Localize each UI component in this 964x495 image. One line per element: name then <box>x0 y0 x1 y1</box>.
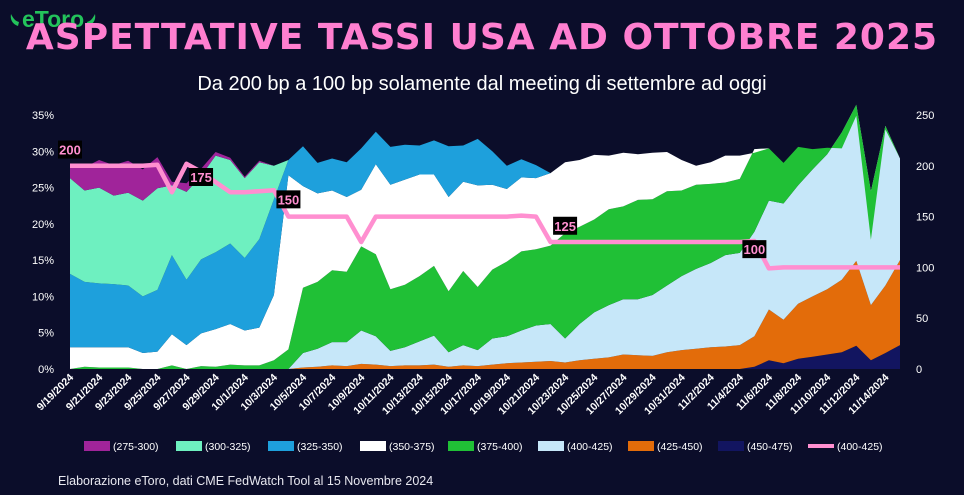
annotation-150: 150 <box>276 190 301 209</box>
annotation-125: 125 <box>553 216 578 235</box>
annotation-box <box>189 167 214 186</box>
legend-label: (300-325) <box>205 441 251 453</box>
legend-item-375-400: (375-400) <box>448 441 523 453</box>
area-series-400-425 <box>70 104 900 370</box>
stacked-areas <box>70 104 900 370</box>
annotation-label: 175 <box>190 170 212 185</box>
y-left-tick-label: 15% <box>32 255 54 267</box>
legend-label: (425-450) <box>657 441 703 453</box>
annotation-label: 150 <box>278 192 300 207</box>
legend-swatch <box>84 441 110 451</box>
annotation-box <box>553 216 578 235</box>
area-series-375-400 <box>70 104 900 370</box>
legend-label: (375-400) <box>477 441 523 453</box>
chart-title: ASPETTATIVE TASSI USA AD OTTOBRE 2025 <box>25 17 939 58</box>
legend-label: (275-300) <box>113 441 159 453</box>
legend-swatch <box>176 441 202 451</box>
y-right-tick-label: 200 <box>916 161 934 173</box>
legend-swatch <box>538 441 564 451</box>
y-right-tick-label: 150 <box>916 212 934 224</box>
legend-label: (350-375) <box>389 441 435 453</box>
legend-item-400-425-line: (400-425) <box>808 441 883 453</box>
y-left-tick-label: 5% <box>38 328 54 340</box>
legend-label: (400-425) <box>837 441 883 453</box>
annotation-box <box>276 190 301 209</box>
logo-text: eToro <box>22 6 85 32</box>
legend-label: (450-475) <box>747 441 793 453</box>
legend-label: (325-350) <box>297 441 343 453</box>
y-right-tick-label: 0 <box>916 364 922 376</box>
chart: 200 175 150 125 100 0% 5% 10% 15% 20% 25% 30% 35% 0… <box>32 104 934 453</box>
y-left-tick-label: 25% <box>32 183 54 195</box>
y-left-tick-label: 10% <box>32 291 54 303</box>
legend-swatch <box>718 441 744 451</box>
legend-swatch <box>448 441 474 451</box>
legend-item-450-475: (450-475) <box>718 441 793 453</box>
annotation-200: 200 <box>58 140 82 159</box>
y-left-tick-label: 35% <box>32 110 54 122</box>
annotation-label: 200 <box>59 143 81 158</box>
y-left-tick-label: 0% <box>38 364 54 376</box>
legend-label: (400-425) <box>567 441 613 453</box>
legend-swatch <box>628 441 654 451</box>
annotation-box <box>742 240 767 259</box>
area-series-350-375 <box>70 115 900 369</box>
legend-swatch <box>268 441 294 451</box>
footer-source: Elaborazione eToro, dati CME FedWatch To… <box>58 474 434 488</box>
y-right-tick-label: 100 <box>916 262 934 274</box>
left-axis: 0% 5% 10% 15% 20% 25% 30% 35% <box>32 110 54 376</box>
y-right-tick-label: 50 <box>916 313 928 325</box>
right-axis: 0 50 100 150 200 250 <box>916 110 934 376</box>
annotation-175: 175 <box>189 167 214 186</box>
area-series-325-350 <box>70 115 900 353</box>
y-left-tick-label: 20% <box>32 219 54 231</box>
annotation-label: 125 <box>554 219 576 234</box>
legend-item-300-325: (300-325) <box>176 441 251 453</box>
area-series-300-325 <box>70 115 900 297</box>
annotation-box <box>58 140 82 159</box>
y-right-tick-label: 250 <box>916 110 934 122</box>
x-axis: 9/19/20249/21/20249/23/20249/25/20249/27… <box>35 372 892 418</box>
y-left-tick-label: 30% <box>32 146 54 158</box>
area-series-450-475 <box>70 345 900 369</box>
legend-item-400-425: (400-425) <box>538 441 613 453</box>
legend-item-425-450: (425-450) <box>628 441 703 453</box>
legend-swatch <box>360 441 386 451</box>
annotation-label: 100 <box>744 242 766 257</box>
chart-subtitle: Da 200 bp a 100 bp solamente dal meeting… <box>197 73 767 95</box>
bull-horn-left-icon <box>10 13 19 26</box>
etoro-logo: eToro <box>8 6 98 33</box>
annotation-100: 100 <box>742 240 767 259</box>
legend-item-350-375: (350-375) <box>360 441 435 453</box>
legend-item-325-350: (325-350) <box>268 441 343 453</box>
legend-item-275-300: (275-300) <box>84 441 159 453</box>
bull-horn-right-icon <box>87 13 96 26</box>
legend: (275-300) (300-325) (325-350) (350-375) (375… <box>84 441 883 453</box>
annotations-layer: 200 175 150 125 100 <box>58 140 767 259</box>
